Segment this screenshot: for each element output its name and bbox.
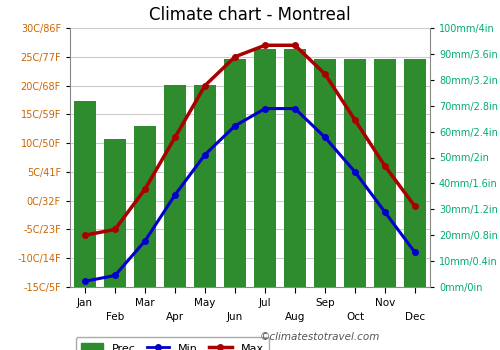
Text: Jun: Jun bbox=[227, 312, 243, 322]
Bar bbox=[344, 59, 366, 287]
Text: Feb: Feb bbox=[106, 312, 124, 322]
Bar bbox=[194, 85, 216, 287]
Text: Aug: Aug bbox=[285, 312, 305, 322]
Bar bbox=[224, 59, 246, 287]
Title: Climate chart - Montreal: Climate chart - Montreal bbox=[149, 6, 351, 24]
Text: Jan: Jan bbox=[77, 298, 93, 308]
Bar bbox=[284, 49, 306, 287]
Bar bbox=[104, 139, 126, 287]
Bar bbox=[254, 49, 276, 287]
Text: Apr: Apr bbox=[166, 312, 184, 322]
Text: Mar: Mar bbox=[135, 298, 155, 308]
Text: Nov: Nov bbox=[375, 298, 395, 308]
Bar bbox=[134, 126, 156, 287]
Text: Oct: Oct bbox=[346, 312, 364, 322]
Text: Sep: Sep bbox=[315, 298, 335, 308]
Bar bbox=[374, 59, 396, 287]
Bar bbox=[74, 100, 96, 287]
Bar bbox=[164, 85, 186, 287]
Text: ©climatestotravel.com: ©climatestotravel.com bbox=[260, 332, 380, 342]
Text: May: May bbox=[194, 298, 216, 308]
Text: Dec: Dec bbox=[405, 312, 425, 322]
Bar bbox=[314, 59, 336, 287]
Bar bbox=[404, 59, 426, 287]
Legend: Prec, Min, Max: Prec, Min, Max bbox=[76, 337, 269, 350]
Text: Jul: Jul bbox=[258, 298, 272, 308]
